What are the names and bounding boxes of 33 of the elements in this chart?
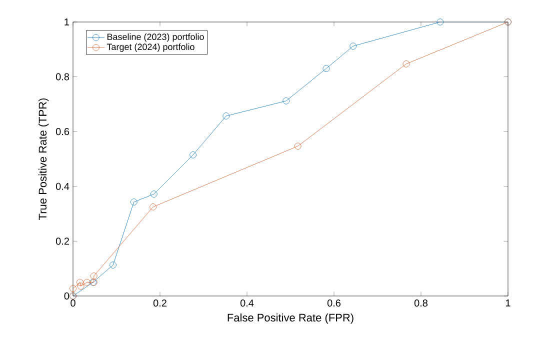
y-axis-title: True Positive Rate (TPR): [38, 98, 49, 220]
point: [84, 278, 90, 286]
x-axis-title: False Positive Rate (FPR): [228, 313, 354, 324]
point: [110, 262, 116, 268]
x-tick-label: 1: [506, 300, 510, 306]
y-tick-label: 0: [64, 292, 70, 300]
point: [130, 198, 138, 206]
point: [222, 112, 230, 120]
point: [402, 60, 410, 68]
legend-label: Target (2024) portfolio: [106, 43, 194, 52]
y-tick-label: 1: [64, 18, 69, 26]
x-tick-label: 0.6: [327, 300, 341, 307]
y-tick-label: 0.4: [56, 182, 70, 190]
x-tick-label: 0: [70, 300, 76, 307]
point: [77, 282, 84, 290]
point: [70, 285, 76, 292]
point: [436, 18, 444, 26]
x-tick-label: 0.2: [153, 300, 166, 307]
y-tick-label: 0.8: [56, 73, 70, 80]
y-tick-label: 0.2: [56, 238, 69, 245]
point: [322, 65, 330, 72]
point: [76, 278, 84, 286]
x-tick-label: 0.8: [414, 300, 428, 307]
point: [282, 98, 290, 104]
x-tick-label: 0.4: [240, 300, 254, 307]
point: [294, 142, 302, 150]
y-tick-label: 0.6: [56, 128, 70, 136]
point: [150, 204, 156, 210]
point: [350, 42, 357, 50]
legend-label: Baseline (2023) portfolio: [107, 33, 204, 42]
point: [90, 272, 98, 280]
point: [190, 151, 196, 158]
point: [150, 190, 158, 198]
